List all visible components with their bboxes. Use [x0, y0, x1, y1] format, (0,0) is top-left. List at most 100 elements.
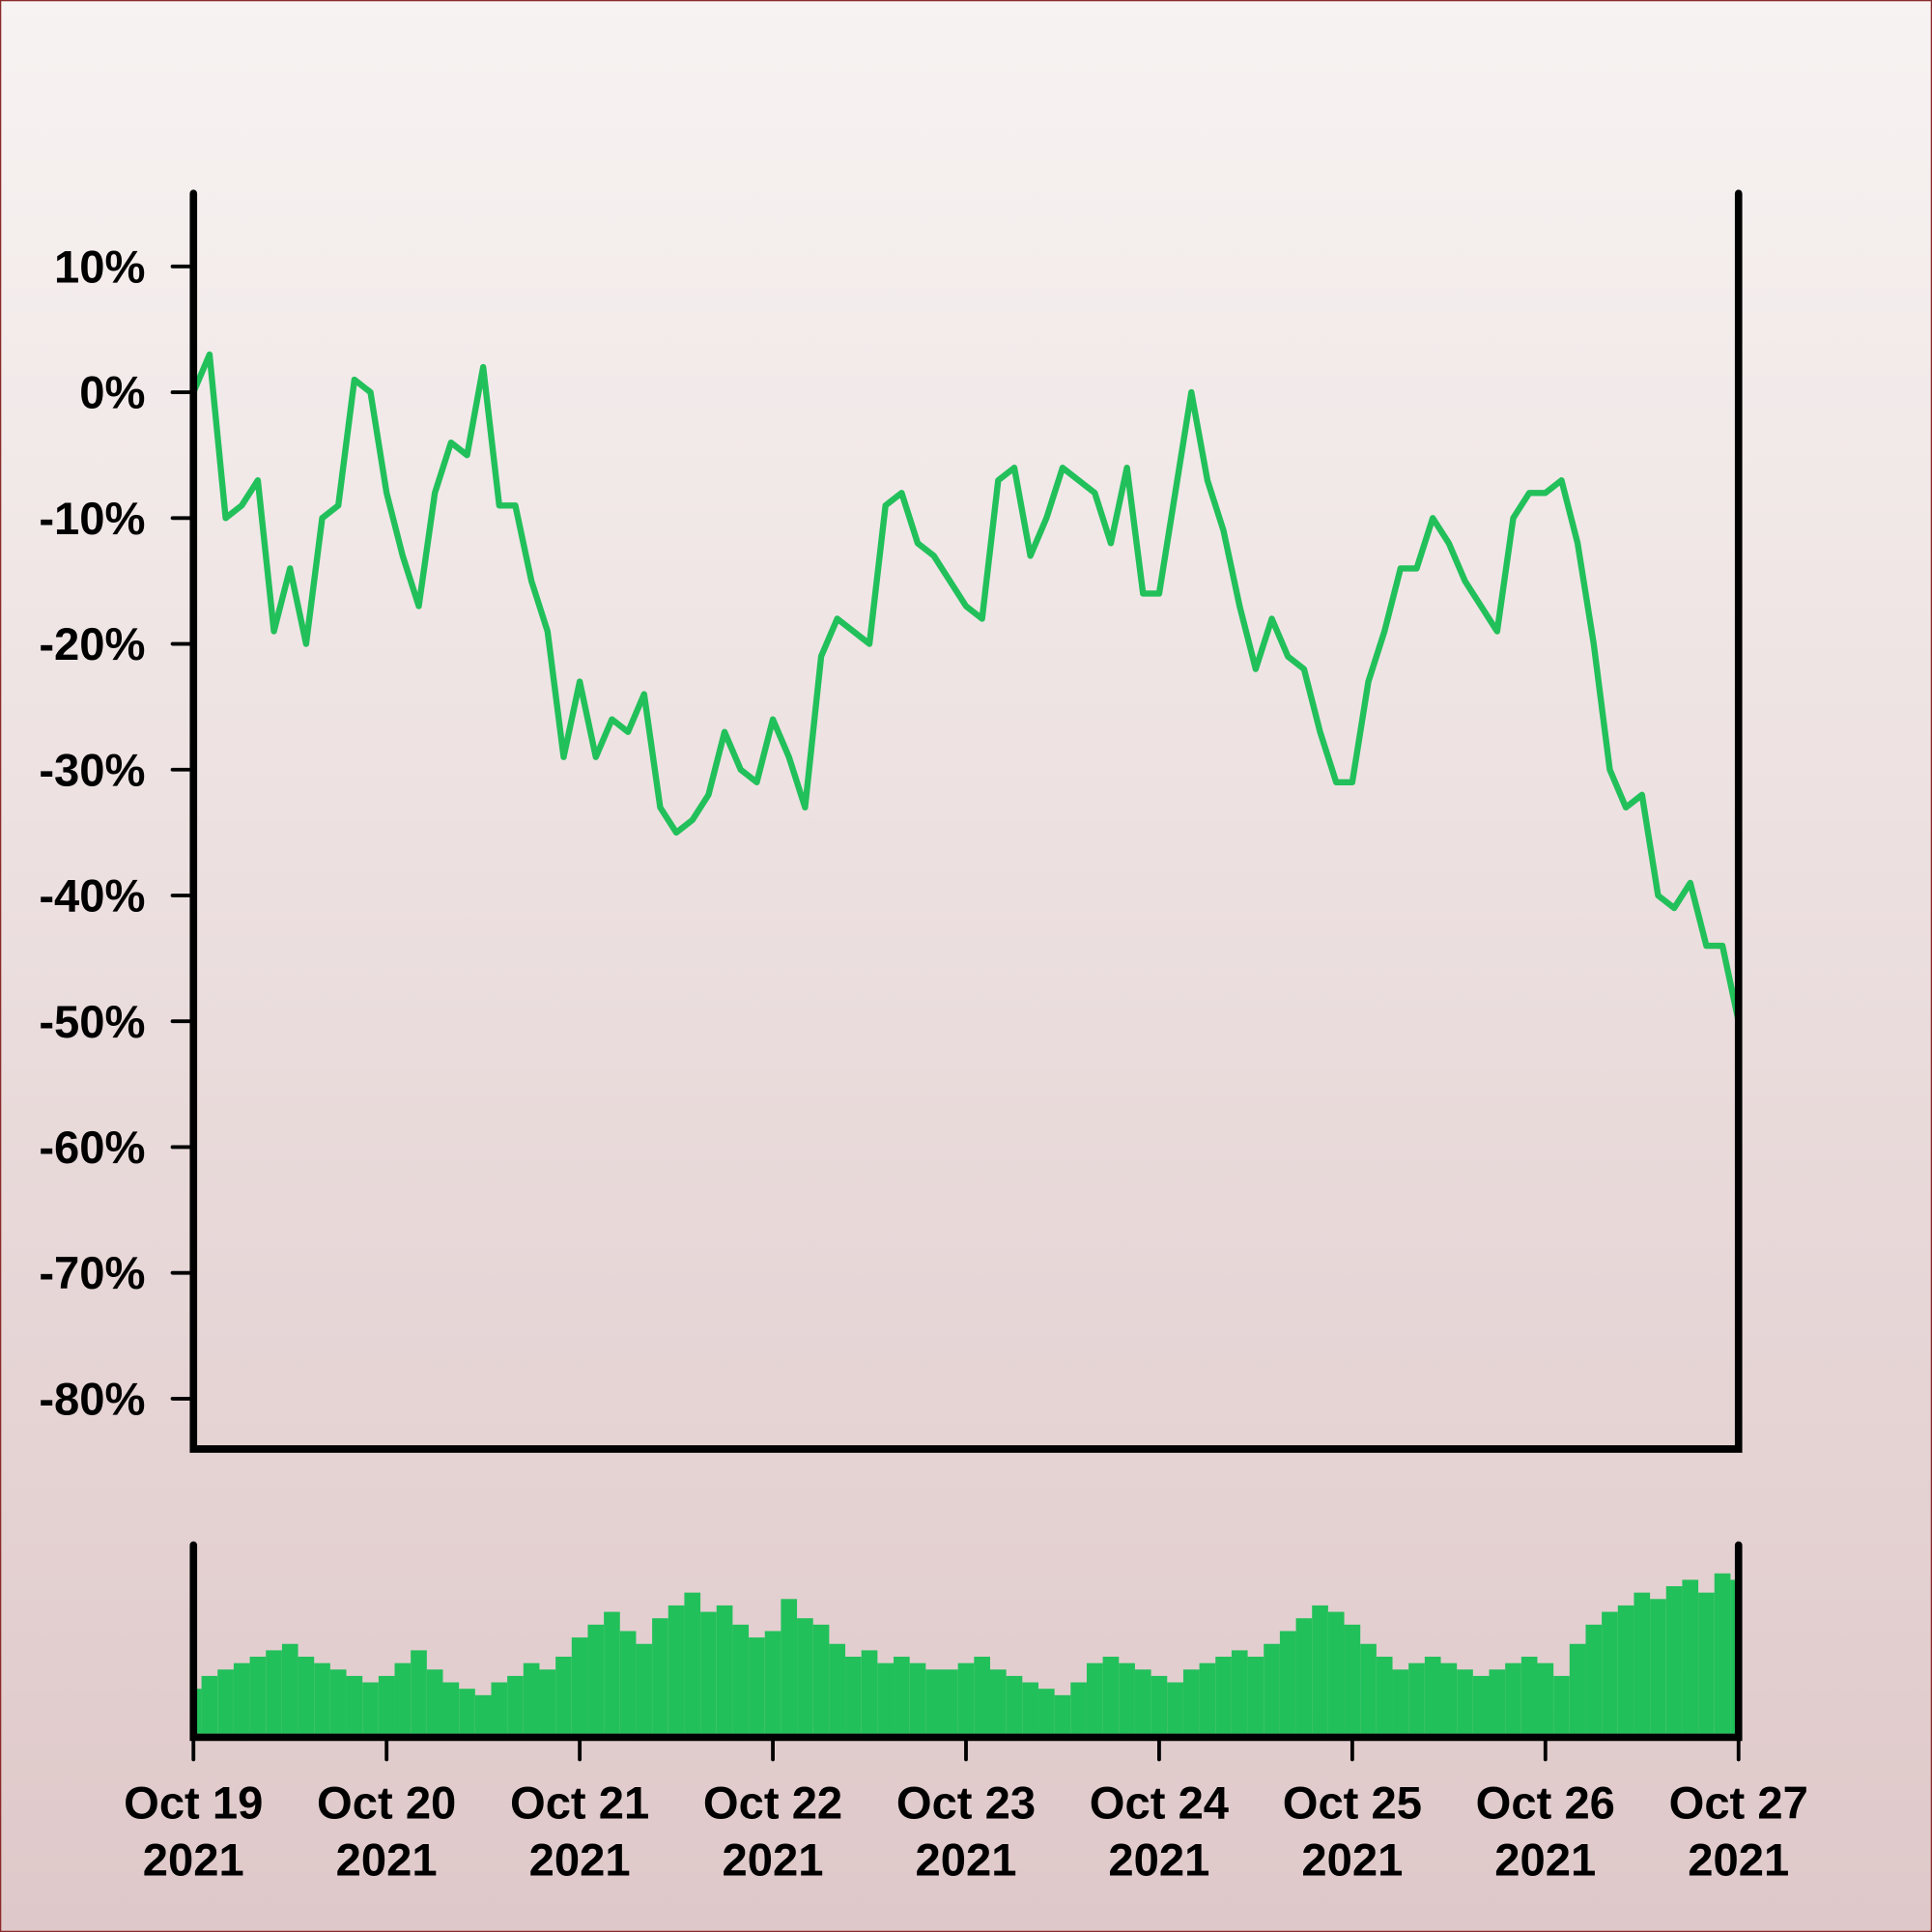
volume-bar [812, 1624, 830, 1734]
volume-bar [1199, 1662, 1216, 1734]
volume-bar [1585, 1624, 1603, 1734]
y-tick-label: -50% [39, 997, 145, 1048]
volume-bar [700, 1611, 717, 1734]
volume-bar [346, 1675, 363, 1734]
volume-bar [989, 1669, 1007, 1734]
volume-bar [619, 1631, 637, 1734]
volume-bar [716, 1605, 733, 1734]
volume-bar [749, 1637, 765, 1734]
volume-bar [1182, 1669, 1200, 1734]
x-tick-label: 2021 [143, 1834, 244, 1886]
volume-bar [411, 1650, 427, 1734]
x-tick-label: 2021 [1494, 1834, 1596, 1886]
volume-bar [1489, 1669, 1506, 1734]
volume-bar [1424, 1657, 1441, 1734]
x-tick-label: Oct 27 [1669, 1778, 1808, 1830]
y-tick-label: -40% [39, 871, 145, 923]
volume-bar [957, 1662, 975, 1734]
volume-bar [1617, 1605, 1634, 1734]
volume-bar [507, 1675, 524, 1734]
volume-bar [201, 1675, 218, 1734]
volume-bar [1505, 1662, 1521, 1734]
volume-bar [1054, 1694, 1071, 1734]
y-tick-label: 10% [54, 242, 145, 293]
volume-bar [394, 1662, 412, 1734]
volume-bar [942, 1669, 958, 1734]
volume-bar [217, 1669, 234, 1734]
volume-bar [1247, 1657, 1264, 1734]
x-tick-label: Oct 19 [124, 1778, 263, 1830]
volume-bar [1440, 1662, 1458, 1734]
x-tick-label: 2021 [1301, 1834, 1403, 1886]
volume-bar [1119, 1662, 1135, 1734]
x-tick-label: 2021 [336, 1834, 438, 1886]
x-tick-label: 2021 [916, 1834, 1017, 1886]
volume-bar [1537, 1662, 1554, 1734]
volume-bar [1264, 1643, 1280, 1734]
volume-bar [1665, 1586, 1683, 1734]
volume-bar [1344, 1624, 1361, 1734]
volume-bar [877, 1662, 895, 1734]
volume-bar [1022, 1682, 1038, 1734]
volume-bar [474, 1694, 492, 1734]
volume-bar [1553, 1675, 1570, 1734]
volume-bar [1167, 1682, 1183, 1734]
y-tick-label: -80% [39, 1374, 145, 1425]
volume-bar [797, 1618, 813, 1734]
volume-bar [1327, 1611, 1345, 1734]
volume-bar [1215, 1657, 1232, 1734]
volume-bar [909, 1662, 926, 1734]
volume-bar [861, 1650, 878, 1734]
volume-bar [894, 1657, 910, 1734]
y-tick-label: 0% [79, 368, 145, 419]
volume-bar [491, 1682, 508, 1734]
volume-bar [281, 1643, 298, 1734]
volume-bar [1408, 1662, 1425, 1734]
volume-bar [604, 1611, 620, 1734]
x-tick-label: 2021 [1688, 1834, 1789, 1886]
volume-bar [781, 1599, 798, 1734]
x-tick-label: Oct 22 [703, 1778, 842, 1830]
volume-bar [555, 1657, 572, 1734]
x-tick-label: Oct 26 [1476, 1778, 1615, 1830]
plot-area [190, 351, 1742, 1734]
price-line [190, 351, 1742, 1022]
volume-bar [668, 1605, 685, 1734]
volume-bar [329, 1669, 347, 1734]
x-tick-label: 2021 [529, 1834, 631, 1886]
y-tick-label: -20% [39, 619, 145, 670]
volume-bar [1006, 1675, 1023, 1734]
volume-bar [1682, 1579, 1699, 1734]
x-tick-label: 2021 [1108, 1834, 1209, 1886]
y-tick-label: -60% [39, 1122, 145, 1174]
volume-bar [1360, 1643, 1377, 1734]
volume-bar [233, 1662, 250, 1734]
volume-bar [459, 1689, 475, 1734]
volume-bar [1472, 1675, 1490, 1734]
volume-bar [1312, 1605, 1328, 1734]
volume-bar [925, 1669, 943, 1734]
volume-bar [1392, 1669, 1409, 1734]
volume-bar [442, 1682, 460, 1734]
volume-bar [1698, 1592, 1715, 1734]
volume-bar [362, 1682, 379, 1734]
volume-bar [829, 1643, 846, 1734]
volume-bar [636, 1643, 653, 1734]
x-tick-label: 2021 [723, 1834, 824, 1886]
volume-bar [1037, 1689, 1055, 1734]
volume-bar [426, 1669, 443, 1734]
volume-bar [1151, 1675, 1168, 1734]
volume-bar [1295, 1618, 1313, 1734]
axes-frame [170, 189, 1743, 1762]
x-tick-label: Oct 23 [896, 1778, 1036, 1830]
price-axes [189, 189, 1743, 1453]
volume-bar [523, 1662, 540, 1734]
volume-bar [1650, 1599, 1666, 1734]
volume-bar [193, 1689, 202, 1734]
volume-bar [1376, 1657, 1393, 1734]
volume-bar [1634, 1592, 1651, 1734]
x-tick-label: Oct 25 [1283, 1778, 1422, 1830]
volume-bar [1279, 1631, 1296, 1734]
